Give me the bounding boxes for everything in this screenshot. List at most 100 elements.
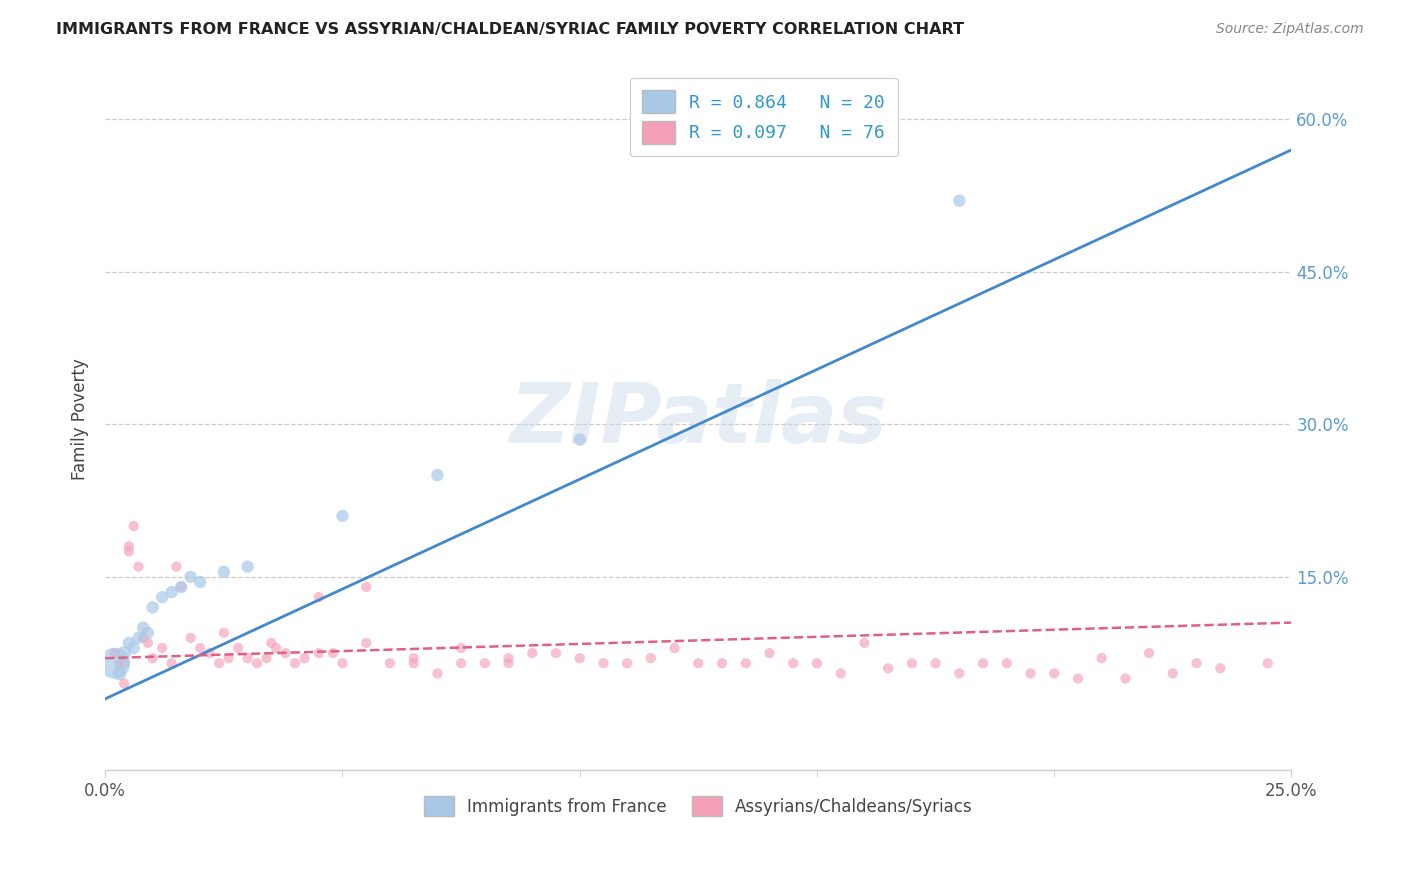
Point <box>150 640 173 655</box>
Text: ZIPatlas: ZIPatlas <box>509 379 887 459</box>
Point <box>1043 666 1066 681</box>
Point <box>450 657 472 671</box>
Point <box>948 666 970 681</box>
Point <box>853 636 876 650</box>
Point <box>150 590 173 604</box>
Point <box>198 646 221 660</box>
Point <box>498 657 520 671</box>
Point <box>136 636 159 650</box>
Point <box>226 640 249 655</box>
Point <box>568 651 591 665</box>
Text: Source: ZipAtlas.com: Source: ZipAtlas.com <box>1216 22 1364 37</box>
Point <box>160 585 183 599</box>
Point <box>118 539 141 553</box>
Point <box>246 657 269 671</box>
Point <box>118 636 141 650</box>
Point <box>236 651 259 665</box>
Point <box>758 646 780 660</box>
Point <box>924 657 946 671</box>
Point <box>640 651 662 665</box>
Point <box>426 468 449 483</box>
Point <box>522 646 544 660</box>
Point <box>830 666 852 681</box>
Point <box>160 657 183 671</box>
Point <box>142 651 165 665</box>
Point <box>127 559 149 574</box>
Point <box>332 657 354 671</box>
Point <box>402 651 425 665</box>
Point <box>142 600 165 615</box>
Point <box>354 580 377 594</box>
Point <box>294 651 316 665</box>
Point <box>901 657 924 671</box>
Point <box>378 657 401 671</box>
Point <box>118 544 141 558</box>
Point <box>104 657 127 671</box>
Y-axis label: Family Poverty: Family Poverty <box>72 359 89 480</box>
Point <box>568 433 591 447</box>
Point <box>1067 672 1090 686</box>
Point <box>188 640 211 655</box>
Point <box>212 565 235 579</box>
Point <box>1161 666 1184 681</box>
Point <box>256 651 278 665</box>
Text: IMMIGRANTS FROM FRANCE VS ASSYRIAN/CHALDEAN/SYRIAC FAMILY POVERTY CORRELATION CH: IMMIGRANTS FROM FRANCE VS ASSYRIAN/CHALD… <box>56 22 965 37</box>
Point <box>1019 666 1042 681</box>
Point <box>180 631 202 645</box>
Point <box>1091 651 1114 665</box>
Point <box>308 590 330 604</box>
Point <box>877 661 900 675</box>
Point <box>112 646 135 660</box>
Legend: Immigrants from France, Assyrians/Chaldeans/Syriacs: Immigrants from France, Assyrians/Chalde… <box>416 788 981 825</box>
Point <box>806 657 828 671</box>
Point <box>592 657 614 671</box>
Point <box>264 640 287 655</box>
Point <box>284 657 307 671</box>
Point <box>122 519 145 533</box>
Point <box>170 580 193 594</box>
Point <box>112 657 135 671</box>
Point <box>1257 657 1279 671</box>
Point <box>354 636 377 650</box>
Point <box>208 657 231 671</box>
Point <box>474 657 496 671</box>
Point <box>664 640 686 655</box>
Point <box>995 657 1018 671</box>
Point <box>122 640 145 655</box>
Point <box>498 651 520 665</box>
Point <box>127 631 149 645</box>
Point <box>136 625 159 640</box>
Point <box>132 621 155 635</box>
Point <box>1209 661 1232 675</box>
Point <box>402 657 425 671</box>
Point <box>1185 657 1208 671</box>
Point <box>236 559 259 574</box>
Point <box>332 508 354 523</box>
Point <box>711 657 734 671</box>
Point <box>688 657 710 671</box>
Point <box>260 636 283 650</box>
Point <box>734 657 756 671</box>
Point <box>218 651 240 665</box>
Point <box>322 646 344 660</box>
Point <box>1137 646 1160 660</box>
Point <box>132 631 155 645</box>
Point <box>112 676 135 690</box>
Point <box>165 559 187 574</box>
Point <box>308 646 330 660</box>
Point <box>108 657 131 671</box>
Point <box>212 625 235 640</box>
Point <box>450 640 472 655</box>
Point <box>188 574 211 589</box>
Point <box>108 666 131 681</box>
Point <box>782 657 804 671</box>
Point <box>426 666 449 681</box>
Point <box>1114 672 1136 686</box>
Point <box>170 580 193 594</box>
Point <box>948 194 970 208</box>
Point <box>180 570 202 584</box>
Point <box>972 657 994 671</box>
Point <box>616 657 638 671</box>
Point <box>544 646 567 660</box>
Point <box>104 646 127 660</box>
